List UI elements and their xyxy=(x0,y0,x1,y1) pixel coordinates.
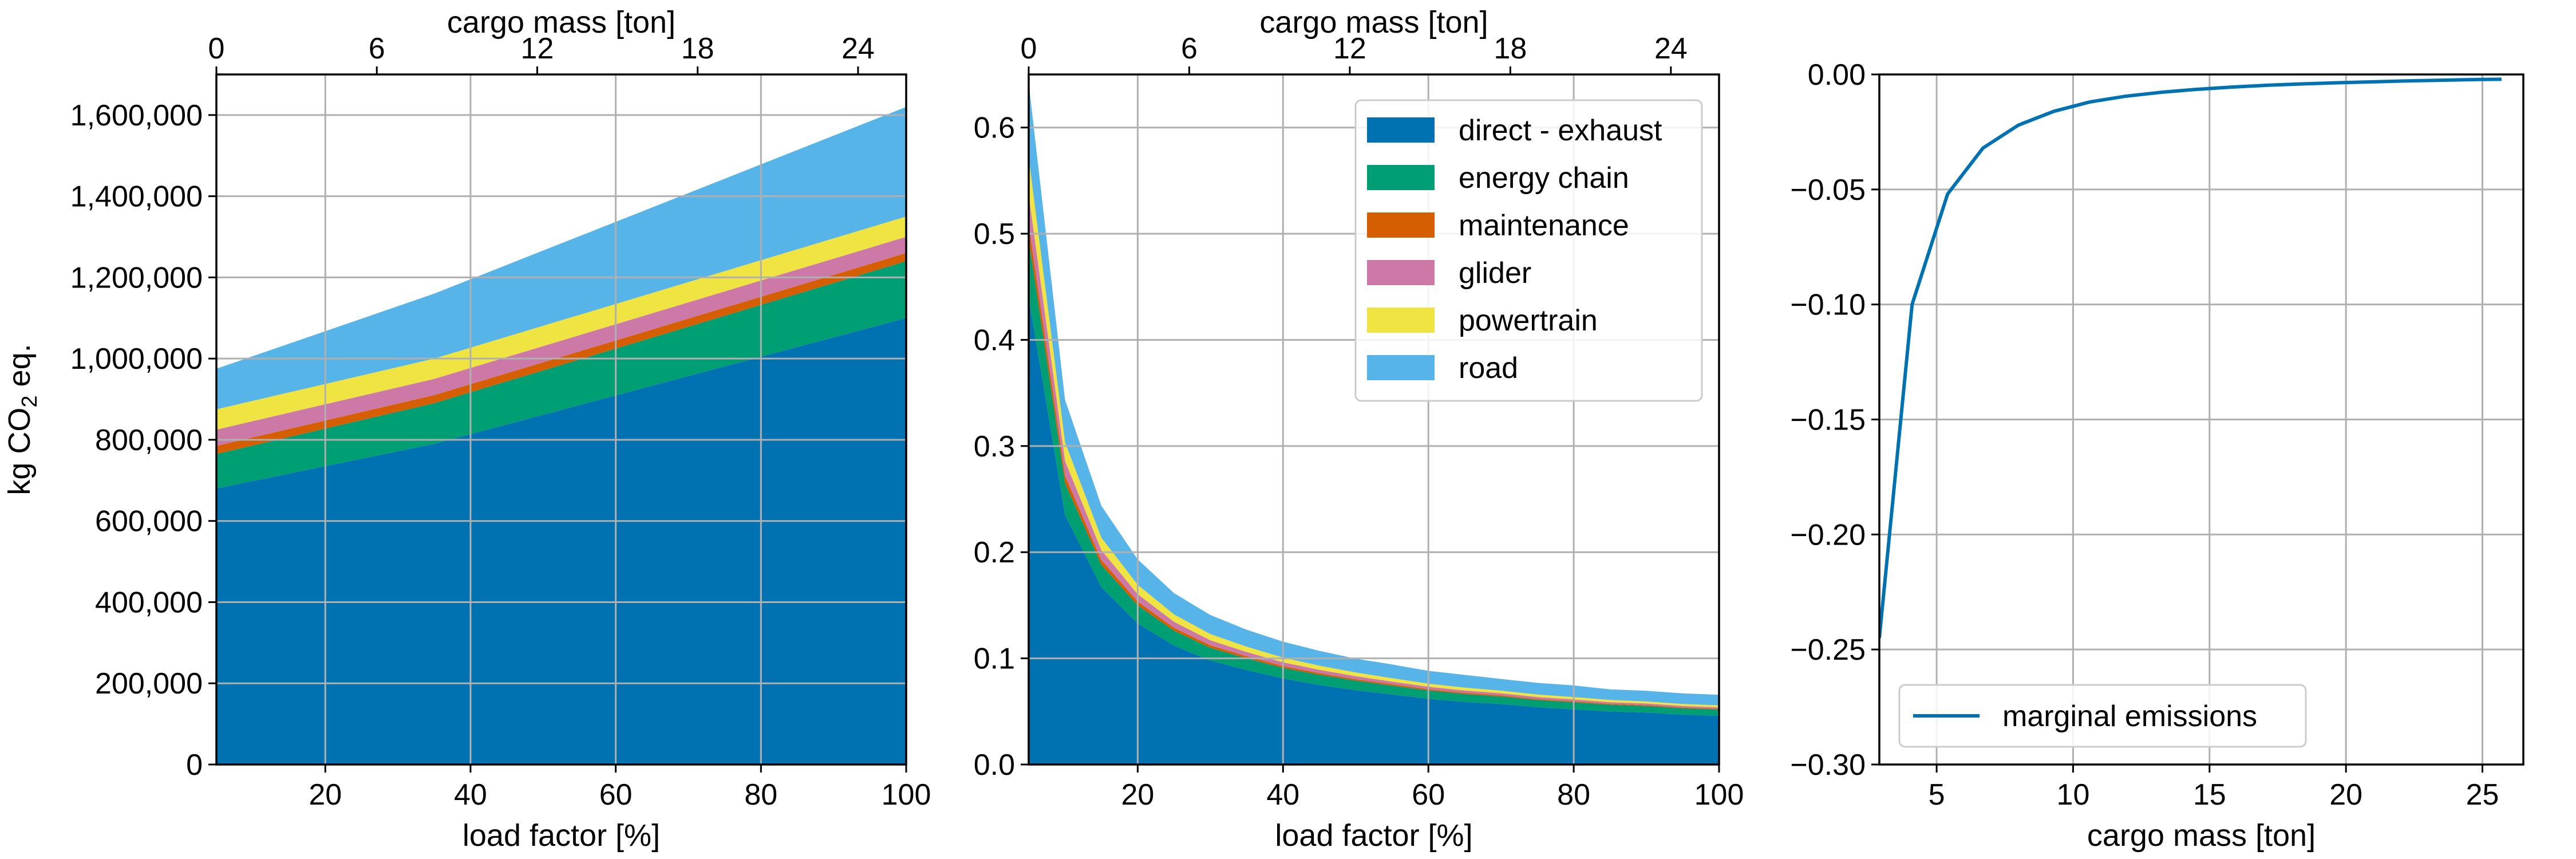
x-axis-label: load factor [%] xyxy=(1275,818,1472,853)
x-tick-label: 80 xyxy=(744,778,777,811)
legend-label: energy chain xyxy=(1459,161,1629,195)
axes-frame xyxy=(215,73,907,766)
y-tick-label: 1,000,000 xyxy=(70,342,203,376)
plot-area xyxy=(216,74,906,765)
x-tick-label: 40 xyxy=(1266,778,1299,811)
y-tick-label: 0 xyxy=(186,748,203,782)
legend-label: maintenance xyxy=(1459,209,1629,242)
legend-swatch xyxy=(1367,165,1435,190)
legend-swatch xyxy=(1367,355,1435,380)
legend-swatch xyxy=(1367,117,1435,143)
area-energy-chain xyxy=(216,261,906,488)
legend-swatch xyxy=(1367,308,1435,333)
y-tick-label: −0.10 xyxy=(1790,289,1866,322)
y-tick-label: 0.6 xyxy=(974,112,1015,145)
x-tick-label: 20 xyxy=(309,778,342,811)
legend-label: road xyxy=(1459,352,1518,385)
y-tick-label: 0.4 xyxy=(974,324,1015,357)
top-x-tick-label: 12 xyxy=(1333,32,1366,65)
y-tick-label: 1,200,000 xyxy=(70,261,203,294)
top-x-tick-label: 0 xyxy=(1021,32,1037,65)
panel-3: 5 10 15 20 25 −0.30 −0.25 −0.20 −0.15 −0.10 −0.05 0… xyxy=(1790,58,2524,853)
y-tick-label: −0.20 xyxy=(1790,518,1866,551)
legend-box xyxy=(1354,99,1703,402)
panel-2: 20 40 60 80 100 0.0 0.1 0.2 0.3 0.4 0.5 0.6 0 6 12 18 24… xyxy=(974,5,1744,853)
y-tick-label: 0.2 xyxy=(974,536,1015,569)
x-axis-label: cargo mass [ton] xyxy=(2087,818,2316,853)
x-tick-label: 20 xyxy=(2329,778,2362,811)
top-x-tick-label: 18 xyxy=(1494,32,1527,65)
y-tick-label: 0.0 xyxy=(974,748,1015,782)
y-axis-label: kg CO2 eq. xyxy=(2,344,42,495)
y-tick-label: 0.1 xyxy=(974,643,1015,676)
y-tick-label: 600,000 xyxy=(95,505,203,538)
top-x-tick-label: 6 xyxy=(369,32,385,65)
plot-area xyxy=(1879,74,2523,765)
legend-swatch xyxy=(1367,212,1435,238)
x-tick-label: 25 xyxy=(2466,778,2499,811)
x-tick-label: 60 xyxy=(1412,778,1445,811)
y-tick-label: −0.05 xyxy=(1790,174,1866,207)
y-tick-label: 800,000 xyxy=(95,424,203,457)
y-tick-label: −0.15 xyxy=(1790,404,1866,437)
x-axis-label: load factor [%] xyxy=(463,818,660,853)
x-tick-label: 100 xyxy=(1694,778,1744,811)
top-x-tick-label: 0 xyxy=(208,32,225,65)
top-x-axis-label: cargo mass [ton] xyxy=(447,5,675,40)
x-tick-label: 100 xyxy=(882,778,931,811)
x-tick-label: 80 xyxy=(1557,778,1590,811)
y-tick-label: 1,600,000 xyxy=(70,99,203,132)
y-tick-label: 1,400,000 xyxy=(70,180,203,214)
legend-label: direct - exhaust xyxy=(1459,114,1662,147)
series-line xyxy=(1879,77,2502,639)
legend-swatch xyxy=(1367,260,1435,285)
x-tick-label: 40 xyxy=(454,778,487,811)
area-glider xyxy=(216,237,906,446)
area-direct-exhaust xyxy=(1029,297,1719,765)
top-x-tick-label: 18 xyxy=(681,32,714,65)
top-x-tick-label: 24 xyxy=(841,32,875,65)
area-direct-exhaust xyxy=(216,318,906,765)
y-tick-label: −0.30 xyxy=(1790,748,1866,782)
panel-1: 20 40 60 80 1000200,000400,000600,000800,000… xyxy=(2,5,931,853)
top-x-tick-label: 24 xyxy=(1654,32,1688,65)
y-tick-label: 0.3 xyxy=(974,430,1015,463)
legend-label: glider xyxy=(1459,257,1531,290)
axes-frame xyxy=(1028,73,1720,766)
top-x-axis-label: cargo mass [ton] xyxy=(1259,5,1488,40)
x-tick-label: 15 xyxy=(2193,778,2226,811)
y-tick-label: 0.00 xyxy=(1808,58,1866,92)
y-tick-label: 400,000 xyxy=(95,586,203,619)
x-tick-label: 20 xyxy=(1121,778,1154,811)
area-maintenance xyxy=(216,253,906,454)
legend-label: powertrain xyxy=(1459,304,1598,337)
top-x-tick-label: 12 xyxy=(521,32,554,65)
x-tick-label: 10 xyxy=(2057,778,2090,811)
y-tick-label: −0.25 xyxy=(1790,633,1866,667)
y-tick-label: 200,000 xyxy=(95,667,203,700)
x-tick-label: 60 xyxy=(599,778,633,811)
area-powertrain xyxy=(216,216,906,430)
y-tick-label: 0.5 xyxy=(974,218,1015,251)
legend-box xyxy=(1898,684,2307,748)
legend-label: marginal emissions xyxy=(2002,700,2257,733)
top-x-tick-label: 6 xyxy=(1181,32,1198,65)
area-road xyxy=(216,107,906,409)
x-tick-label: 5 xyxy=(1929,778,1945,811)
